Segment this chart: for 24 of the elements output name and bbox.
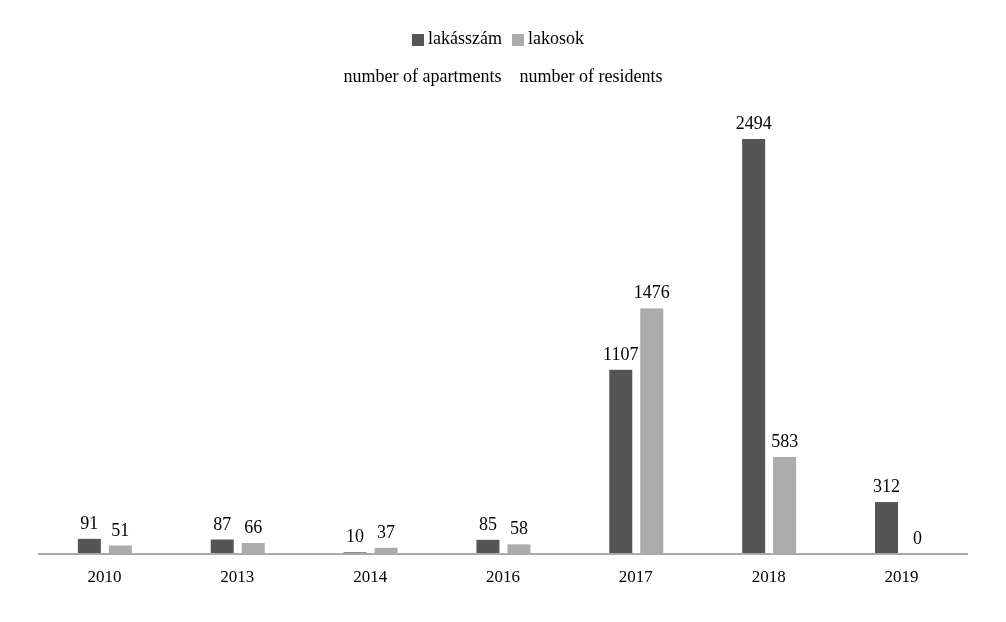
data-label: 85 <box>478 513 497 534</box>
data-label: 0 <box>913 528 922 548</box>
chart-subtitle: number of apartments number of residents <box>342 66 664 87</box>
data-label: 2494 <box>735 113 772 133</box>
x-tick-label: 2014 <box>353 567 388 587</box>
data-label: 583 <box>771 430 799 451</box>
data-label: 91 <box>80 512 99 533</box>
x-tick-label: 2016 <box>486 567 520 587</box>
data-label: 10 <box>346 526 365 547</box>
data-label: 51 <box>111 519 130 540</box>
data-label: 1107 <box>603 343 639 364</box>
legend-label: lakosok <box>527 28 584 48</box>
data-label: 58 <box>509 518 528 539</box>
data-label: 37 <box>377 521 396 542</box>
data-label: 312 <box>873 476 900 497</box>
x-tick-label: 2017 <box>618 567 654 587</box>
x-tick-label: 2019 <box>884 567 919 587</box>
x-tick-label: 2013 <box>220 567 255 587</box>
data-label: 1476 <box>633 282 670 303</box>
x-tick-label: 2010 <box>87 567 122 587</box>
data-label: 66 <box>244 517 263 538</box>
x-tick-label: 2018 <box>751 567 786 587</box>
legend-label: lakásszám <box>428 28 502 48</box>
data-label: 87 <box>213 513 232 534</box>
